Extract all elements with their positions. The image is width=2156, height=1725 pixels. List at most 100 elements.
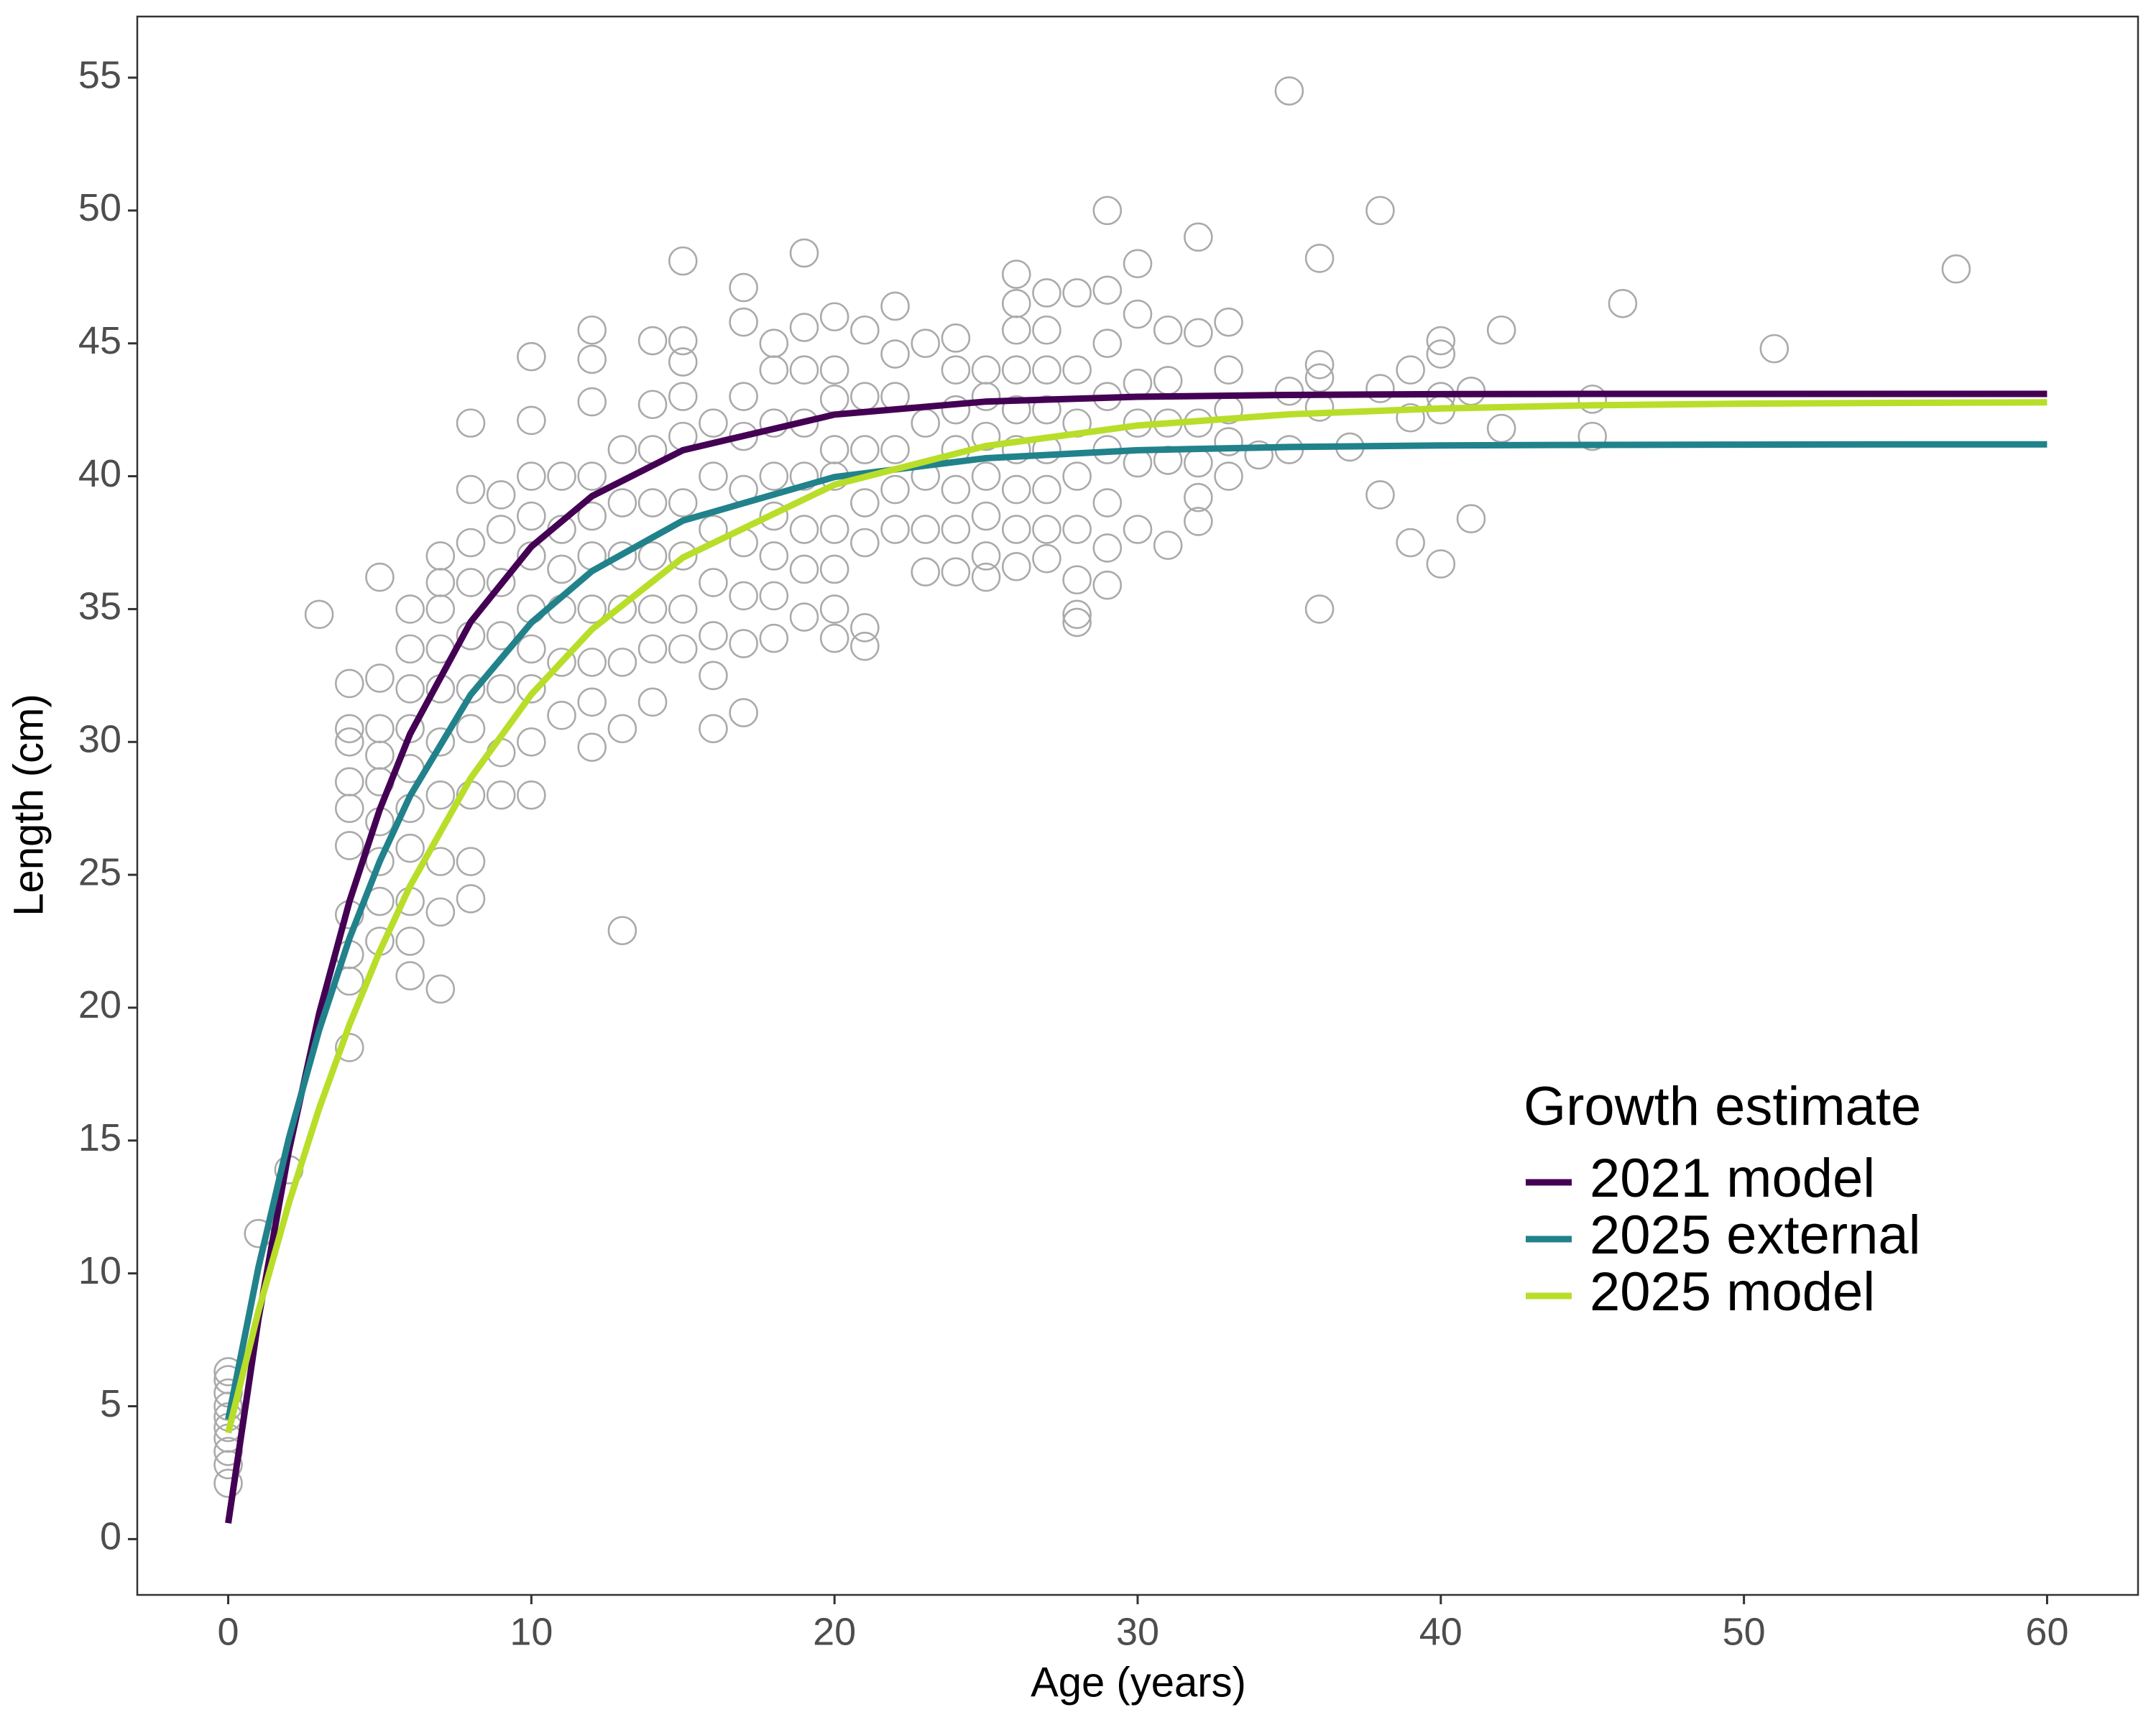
data-point <box>880 339 910 369</box>
data-point <box>1365 196 1395 226</box>
data-point <box>334 714 364 744</box>
data-point <box>577 732 607 762</box>
data-point <box>971 355 1001 385</box>
data-point <box>577 594 607 624</box>
data-point <box>1062 599 1092 630</box>
data-point <box>1184 222 1213 252</box>
data-point <box>1092 196 1123 226</box>
data-point <box>365 562 395 592</box>
y-tick-label: 40 <box>78 452 121 495</box>
data-point <box>607 648 637 677</box>
data-point <box>1304 594 1335 624</box>
panel-border <box>136 15 2139 1596</box>
data-point <box>1001 355 1031 385</box>
data-point <box>517 674 546 704</box>
data-point <box>759 623 789 653</box>
growth-curve <box>225 441 2047 1420</box>
data-point <box>577 501 607 531</box>
data-point <box>759 328 789 359</box>
data-point <box>1426 339 1456 369</box>
data-point <box>1486 413 1516 443</box>
data-point <box>819 515 849 544</box>
data-point <box>759 355 789 385</box>
data-point <box>365 714 395 744</box>
data-point <box>1001 435 1031 464</box>
data-point <box>1365 374 1395 403</box>
data-point <box>547 554 576 584</box>
data-point <box>456 408 486 438</box>
data-point <box>1092 328 1123 359</box>
data-point <box>729 307 758 337</box>
data-point <box>1032 355 1061 385</box>
data-point <box>425 780 456 810</box>
data-point <box>759 461 789 491</box>
data-point <box>365 663 395 693</box>
x-tick-label: 30 <box>1116 1610 1159 1653</box>
data-point <box>1214 355 1243 385</box>
data-point <box>395 674 425 704</box>
data-point <box>668 488 698 518</box>
data-point <box>1214 461 1243 491</box>
y-tick-label: 5 <box>100 1382 121 1425</box>
data-point <box>729 698 758 727</box>
data-point <box>425 897 456 927</box>
data-point <box>1184 507 1213 536</box>
data-point <box>213 1468 243 1499</box>
data-point <box>1123 299 1153 329</box>
data-point <box>1062 607 1092 638</box>
data-point <box>1123 249 1153 279</box>
data-point <box>486 515 516 544</box>
data-point <box>1123 368 1153 398</box>
data-point <box>1032 543 1061 574</box>
legend-label: 2025 external <box>1590 1205 1921 1266</box>
data-point <box>1062 355 1092 385</box>
data-point <box>789 515 819 544</box>
data-point <box>668 634 698 664</box>
data-point <box>547 648 576 677</box>
data-point <box>819 554 849 584</box>
data-point <box>577 315 607 345</box>
y-tick-label: 25 <box>78 850 121 893</box>
data-point <box>668 347 698 377</box>
x-tick-label: 40 <box>1419 1610 1462 1653</box>
legend-label: 2025 model <box>1590 1261 1875 1322</box>
data-point <box>1608 288 1638 318</box>
data-point <box>486 780 516 810</box>
data-point <box>456 528 486 558</box>
data-point <box>607 541 637 571</box>
data-point <box>1153 366 1183 395</box>
data-point <box>425 541 456 571</box>
data-point <box>789 313 819 342</box>
data-point <box>699 621 728 650</box>
data-point <box>1214 307 1243 337</box>
data-point <box>1244 440 1274 470</box>
data-point <box>941 515 971 544</box>
data-point <box>607 594 637 624</box>
data-point <box>911 408 941 438</box>
y-tick-label: 0 <box>100 1515 121 1558</box>
data-point <box>1092 275 1123 305</box>
data-point <box>759 541 789 571</box>
data-point <box>819 302 849 332</box>
y-tick-label: 50 <box>78 186 121 229</box>
data-point <box>395 926 425 956</box>
data-point <box>850 488 880 518</box>
data-point <box>1001 395 1031 425</box>
data-point <box>456 884 486 914</box>
data-point <box>637 594 668 624</box>
data-point <box>577 387 607 417</box>
data-point <box>819 355 849 385</box>
data-point <box>334 831 364 860</box>
data-point <box>1062 515 1092 544</box>
data-point <box>699 461 728 491</box>
data-point <box>1032 474 1061 505</box>
data-point <box>334 794 364 823</box>
data-point <box>1001 315 1031 345</box>
data-point <box>334 668 364 699</box>
data-point <box>334 727 364 757</box>
data-point <box>365 740 395 770</box>
data-point <box>517 541 546 571</box>
data-point <box>577 687 607 717</box>
y-tick-label: 10 <box>78 1249 121 1292</box>
data-point <box>1062 461 1092 491</box>
